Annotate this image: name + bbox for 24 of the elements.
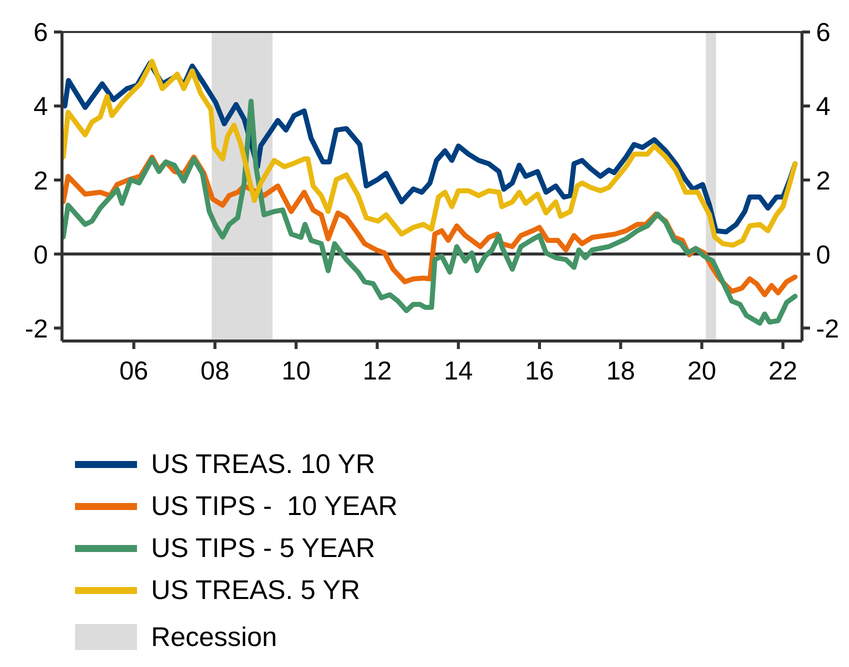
x-tick-label: 10 — [282, 355, 311, 386]
x-tick-label: 16 — [525, 355, 554, 386]
x-tick-label: 20 — [687, 355, 716, 386]
y-tick-label: 4 — [34, 91, 48, 122]
x-tick-label: 12 — [362, 355, 392, 386]
x-tick-label: 14 — [444, 355, 473, 386]
y-tick-label: 0 — [34, 239, 48, 270]
y2-tick-label: -2 — [816, 313, 840, 344]
legend-label: Recession — [151, 622, 278, 652]
x-tick-label: 18 — [606, 355, 636, 386]
y-tick-label: -2 — [24, 313, 48, 344]
legend-label: US TREAS. 5 YR — [151, 574, 360, 606]
x-tick-label: 22 — [768, 355, 798, 386]
y2-tick-label: 2 — [816, 165, 830, 196]
y2-tick-label: 6 — [816, 17, 830, 48]
y2-tick-label: 0 — [816, 239, 830, 270]
y-tick-label: 2 — [34, 165, 48, 196]
x-tick-label: 06 — [119, 355, 148, 386]
legend-label: US TIPS - 5 YEAR — [151, 532, 376, 564]
y2-tick-label: 4 — [816, 91, 830, 122]
legend-label: US TREAS. 10 YR — [151, 448, 376, 480]
x-tick-label: 08 — [200, 355, 230, 386]
legend-label: US TIPS - 10 YEAR — [151, 490, 398, 522]
y-tick-label: 6 — [34, 17, 48, 48]
